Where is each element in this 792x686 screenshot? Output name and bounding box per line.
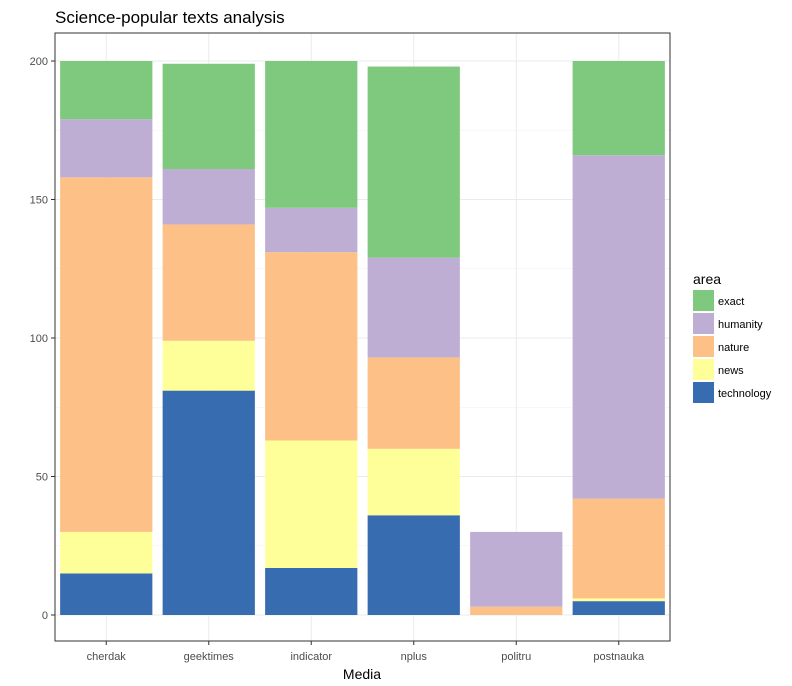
y-tick-label: 50 [36,472,48,484]
plot-panel [55,33,670,641]
legend-items: exact humanity nature news technology [693,290,772,403]
x-tick-label-geektimes: geektimes [184,651,235,663]
bar-cherdak-technology [60,573,153,615]
bar-postnauka-humanity [572,155,665,499]
x-tick-label-postnauka: postnauka [593,651,645,663]
legend-key-humanity [693,313,714,334]
legend-key-technology [693,382,714,403]
x-axis: cherdak geektimes indicator nplus politru pos… [87,641,645,663]
bar-postnauka-technology [572,601,665,615]
chart-title: Science-popular texts analysis [55,8,285,27]
x-tick-label-nplus: nplus [401,651,428,663]
bar-cherdak-humanity [60,119,153,178]
legend-key-news [693,359,714,380]
bar-geektimes-news [162,340,255,391]
bar-indicator-news [265,440,358,568]
bars [60,61,665,615]
x-axis-title: Media [343,666,381,682]
bar-nplus-nature [367,357,460,449]
bar-nplus-humanity [367,257,460,358]
bar-geektimes-humanity [162,169,255,225]
legend-label-exact: exact [718,296,744,308]
bar-geektimes-technology [162,390,255,615]
legend-label-humanity: humanity [718,319,763,331]
y-tick-label: 100 [30,333,48,345]
y-tick-label: 150 [30,195,48,207]
bar-cherdak-news [60,531,153,574]
legend-key-nature [693,336,714,357]
bar-postnauka-nature [572,498,665,599]
legend-label-news: news [718,365,744,377]
bar-cherdak-nature [60,177,153,532]
y-axis: 0 50 100 150 200 [30,56,55,622]
x-tick-label-politru: politru [501,651,531,663]
plot-border [54,32,671,642]
bar-indicator-technology [265,567,358,615]
legend-key-exact [693,290,714,311]
legend-label-technology: technology [718,388,772,400]
bar-indicator-humanity [265,207,358,253]
y-tick-label: 200 [30,56,48,68]
x-tick-label-cherdak: cherdak [87,651,127,663]
bar-politru-humanity [470,531,563,607]
bar-postnauka-exact [572,61,665,156]
legend: area exact humanity nature news technology [693,271,772,403]
bar-nplus-technology [367,515,460,615]
y-tick-label: 0 [42,610,48,622]
bar-indicator-exact [265,61,358,208]
bar-politru-nature [470,606,563,615]
legend-title: area [693,271,721,287]
bar-geektimes-exact [162,63,255,170]
legend-label-nature: nature [718,342,749,354]
bar-postnauka-news [572,598,665,602]
bar-indicator-nature [265,252,358,441]
bar-geektimes-nature [162,224,255,341]
bar-cherdak-exact [60,61,153,120]
x-tick-label-indicator: indicator [290,651,332,663]
bar-nplus-exact [367,66,460,258]
bar-nplus-news [367,448,460,516]
